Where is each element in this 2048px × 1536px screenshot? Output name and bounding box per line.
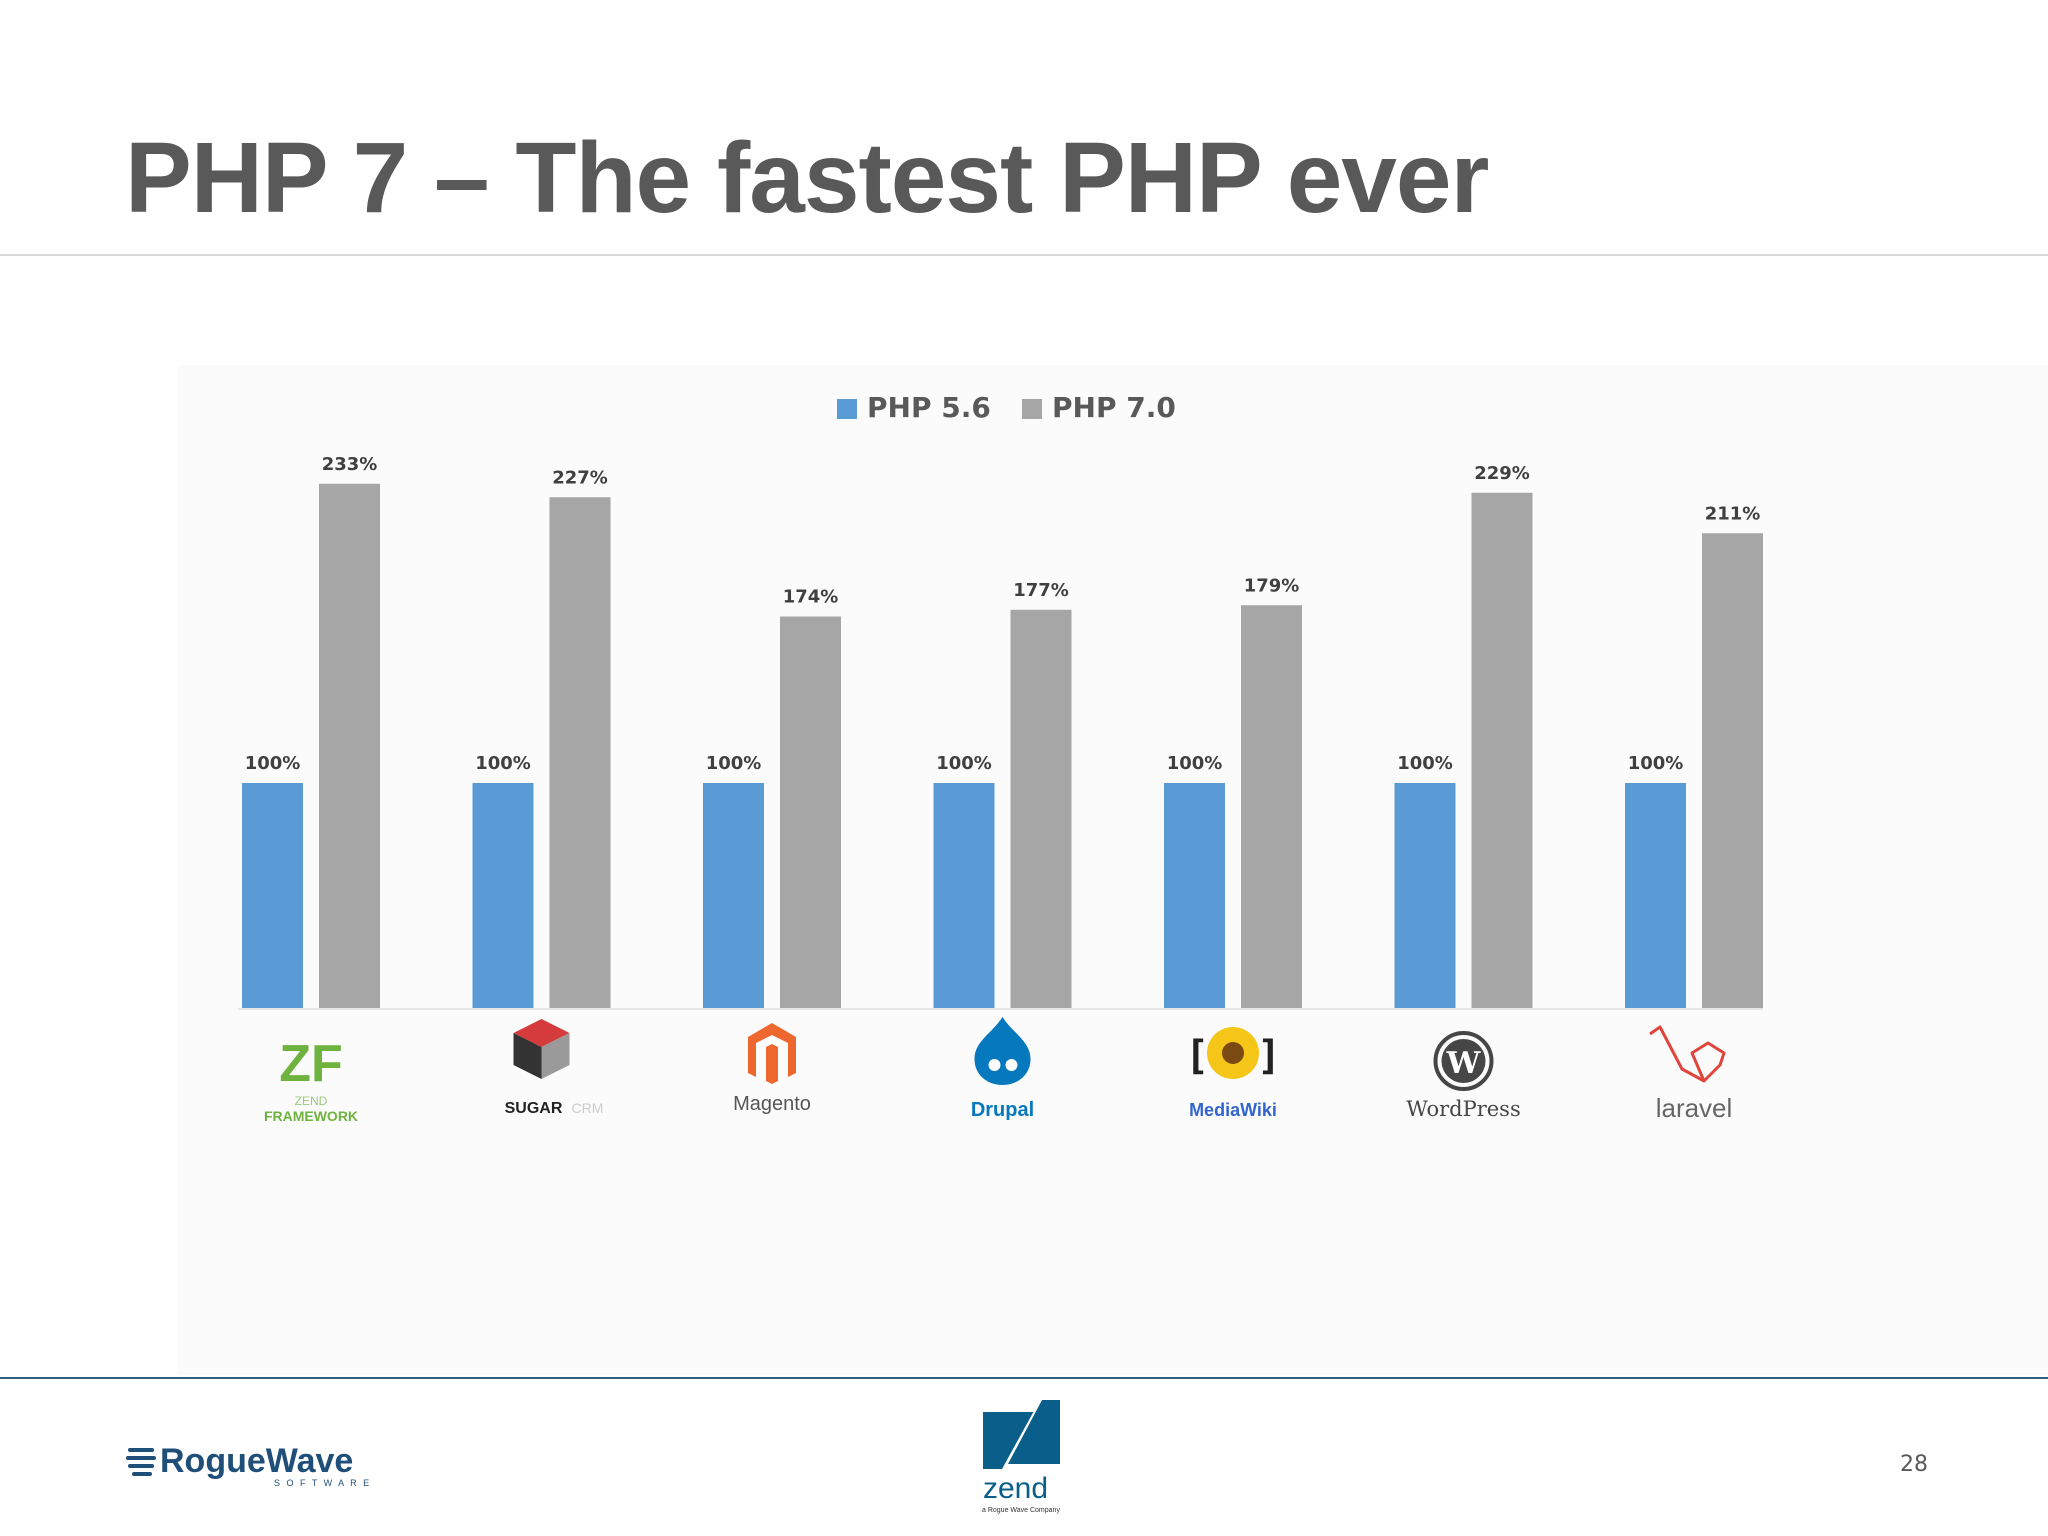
data-label: 229%	[1474, 463, 1530, 484]
sugar-cube-right	[541, 1033, 570, 1079]
bar-php56	[933, 783, 995, 1008]
data-label: 100%	[1167, 753, 1223, 774]
drupal-eye	[1005, 1059, 1018, 1071]
bracket-left: [	[1185, 1033, 1209, 1079]
data-label: 100%	[245, 753, 301, 774]
category-logo-laravel: laravel	[1649, 1025, 1733, 1123]
svg-text:S O F T W A R E: S O F T W A R E	[274, 1478, 371, 1488]
wordpress-w: W	[1446, 1046, 1482, 1081]
legend-label: PHP 5.6	[867, 391, 991, 424]
sunflower-center	[1222, 1042, 1244, 1064]
bar-php56	[1625, 783, 1686, 1008]
bar-php56	[703, 783, 764, 1008]
data-label: 227%	[552, 467, 608, 488]
data-label: 179%	[1244, 575, 1300, 596]
svg-text:zend: zend	[983, 1472, 1048, 1505]
wordpress-ring	[1433, 1031, 1494, 1091]
data-label: 100%	[936, 753, 992, 774]
category-logo-sugarcrm: SUGAR CRM	[505, 1019, 604, 1117]
data-label: 100%	[475, 753, 531, 774]
chart-panel: PHP 5.6 PHP 7.0 100% 233% ZF ZEND FRAMEWORK 100…	[178, 365, 2048, 1375]
category-label: WordPress	[1406, 1097, 1520, 1121]
legend-swatch	[837, 399, 857, 419]
category-label: CRM	[572, 1100, 604, 1116]
footer-divider	[0, 1377, 2048, 1379]
category-logo-wordpress: W WordPress	[1406, 1031, 1521, 1121]
bar-php70	[780, 616, 841, 1008]
laravel-mark	[1649, 1025, 1726, 1083]
legend-label: PHP 7.0	[1052, 391, 1176, 424]
category-logo-drupal: Drupal	[971, 1017, 1034, 1121]
bar-php70	[1010, 609, 1072, 1008]
bar-php56	[1164, 783, 1225, 1008]
category-label: SUGAR	[505, 1100, 563, 1117]
drupal-drop	[974, 1017, 1031, 1085]
category-label: laravel	[1656, 1093, 1733, 1123]
magento-mark	[748, 1023, 796, 1077]
category-label: ZEND	[295, 1094, 328, 1108]
slide-title: PHP 7 – The fastest PHP ever	[125, 122, 1489, 234]
bar-php70	[319, 483, 380, 1008]
data-label: 100%	[1397, 753, 1453, 774]
category-label: MediaWiki	[1189, 1100, 1277, 1120]
sugar-cube-left	[513, 1033, 542, 1079]
wordpress-disc	[1441, 1039, 1486, 1083]
bar-php70	[549, 497, 611, 1008]
zf-mark: ZF	[279, 1035, 343, 1093]
bracket-right: ]	[1257, 1033, 1281, 1079]
bar-php56	[1394, 783, 1456, 1008]
data-label: 100%	[706, 753, 762, 774]
data-label: 177%	[1013, 580, 1069, 601]
zend-logo: zend a Rogue Wave Company	[982, 1400, 1060, 1514]
data-label: 174%	[783, 587, 839, 608]
svg-text:RogueWave: RogueWave	[160, 1442, 353, 1480]
drupal-eye	[988, 1059, 1001, 1071]
chart-legend: PHP 5.6 PHP 7.0	[837, 391, 1176, 424]
data-label: 211%	[1705, 503, 1761, 524]
bar-php56	[242, 783, 303, 1008]
category-logo-magento: Magento	[733, 1023, 811, 1115]
magento-mark-center	[766, 1044, 778, 1084]
bar-php70	[1471, 492, 1533, 1008]
bar-php56	[472, 783, 534, 1008]
category-label: Magento	[733, 1093, 811, 1115]
bar-php70	[1241, 605, 1302, 1008]
category-logo-mediawiki: [] MediaWiki	[1185, 1027, 1281, 1120]
bar-php70	[1702, 533, 1763, 1008]
svg-text:a Rogue Wave Company: a Rogue Wave Company	[982, 1507, 1060, 1514]
page-number: 28	[1900, 1452, 1928, 1477]
legend-swatch	[1022, 399, 1042, 419]
data-label: 100%	[1628, 753, 1684, 774]
category-label: Drupal	[971, 1099, 1034, 1121]
title-divider	[0, 254, 2048, 256]
roguewave-logo: RogueWave S O F T W A R E	[126, 1442, 371, 1488]
category-label: FRAMEWORK	[264, 1108, 358, 1124]
data-label: 233%	[322, 454, 378, 475]
